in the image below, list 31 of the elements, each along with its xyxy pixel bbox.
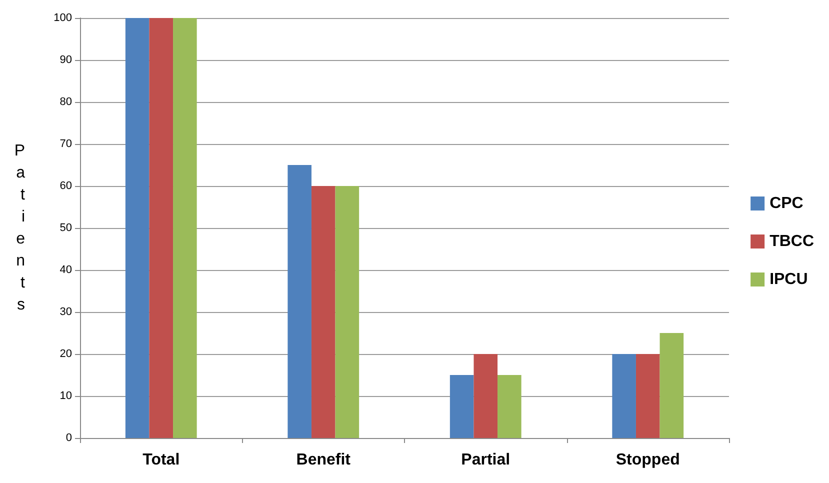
bar: [288, 165, 312, 438]
y-tick-label: 10: [60, 390, 72, 402]
bar: [498, 375, 522, 438]
y-tick-label: 30: [60, 306, 72, 318]
bar: [335, 186, 360, 438]
legend-label: TBCC: [770, 233, 814, 250]
bar: [149, 18, 174, 438]
y-tick-label: 80: [60, 96, 72, 108]
y-tick-label: 70: [60, 138, 72, 150]
bar: [173, 18, 197, 438]
x-tick-label: Benefit: [296, 452, 352, 468]
bar: [660, 333, 684, 438]
y-tick-label: 0: [66, 432, 72, 444]
legend-label: IPCU: [770, 271, 808, 288]
bar: [125, 18, 150, 438]
bar: [612, 354, 636, 438]
x-tick-label: Total: [142, 452, 180, 468]
bar: [450, 375, 474, 438]
y-tick-label: 20: [60, 348, 72, 360]
x-tick-label: Stopped: [616, 452, 680, 468]
bar: [474, 354, 498, 438]
legend-label: CPC: [770, 195, 804, 212]
y-axis-title: Patients: [14, 142, 26, 314]
y-tick-label: 50: [60, 222, 72, 234]
bar: [311, 186, 336, 438]
y-tick-label: 100: [54, 12, 72, 24]
y-tick-label: 40: [60, 264, 72, 276]
bar: [636, 354, 660, 438]
x-tick-label: Partial: [461, 452, 510, 468]
y-tick-label: 90: [60, 54, 72, 66]
y-tick-label: 60: [60, 180, 72, 192]
